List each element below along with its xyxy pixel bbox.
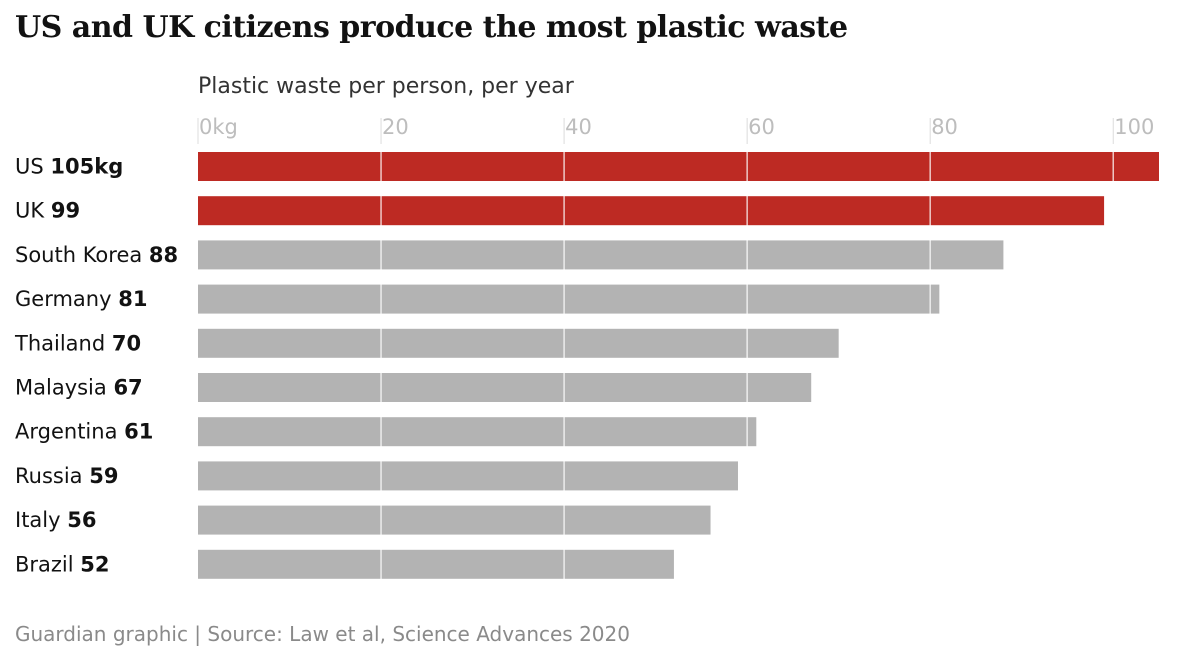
axis-label: Plastic waste per person, per year (198, 74, 574, 99)
bar-thailand (198, 328, 839, 358)
category-label: Germany 81 (15, 287, 147, 311)
bar-argentina (198, 417, 757, 447)
tick-labels-group: 0kg 20 40 60 80 100 (199, 115, 1154, 139)
category-name: Germany (15, 287, 118, 311)
bar-germany (198, 284, 940, 314)
value-label: 52 (80, 552, 109, 576)
category-label: Malaysia 67 (15, 376, 143, 400)
category-name: Russia (15, 464, 89, 488)
bars-group (198, 152, 1159, 579)
category-name: Thailand (14, 331, 112, 355)
x-tick-label: 100 (1114, 115, 1154, 139)
bar-brazil (198, 549, 674, 579)
bar-us (198, 152, 1159, 181)
bar-russia (198, 461, 738, 491)
x-tick-label: 40 (565, 115, 592, 139)
category-name: Brazil (15, 552, 80, 576)
category-label: UK 99 (15, 199, 80, 223)
category-label: Thailand 70 (14, 331, 141, 355)
category-label: Italy 56 (15, 508, 96, 532)
value-label: 99 (51, 199, 80, 223)
category-name: Argentina (15, 420, 124, 444)
x-tick-label: 20 (382, 115, 409, 139)
category-label: South Korea 88 (15, 243, 178, 267)
category-label: US 105kg (15, 155, 123, 179)
category-label: Russia 59 (15, 464, 118, 488)
value-label: 61 (124, 420, 153, 444)
value-label: 59 (89, 464, 118, 488)
category-label: Argentina 61 (15, 420, 153, 444)
bar-malaysia (198, 373, 812, 402)
x-tick-label: 80 (931, 115, 958, 139)
x-tick-label: 0kg (199, 115, 238, 139)
category-name: Italy (15, 508, 67, 532)
x-tick-label: 60 (748, 115, 775, 139)
category-name: Malaysia (15, 376, 113, 400)
source-note: Guardian graphic | Source: Law et al, Sc… (15, 622, 630, 646)
value-label: 88 (149, 243, 178, 267)
category-name: South Korea (15, 243, 149, 267)
value-label: 105kg (50, 155, 123, 179)
value-label: 81 (118, 287, 147, 311)
value-label: 56 (67, 508, 96, 532)
bar-italy (198, 505, 711, 535)
value-label: 67 (113, 376, 142, 400)
category-label: Brazil 52 (15, 552, 110, 576)
bar-uk (198, 196, 1105, 226)
gridlines-group (197, 118, 1114, 582)
category-name: US (15, 155, 50, 179)
bar-south-korea (198, 240, 1004, 270)
chart-title: US and UK citizens produce the most plas… (15, 10, 848, 45)
value-label: 70 (112, 331, 141, 355)
category-name: UK (15, 199, 51, 223)
